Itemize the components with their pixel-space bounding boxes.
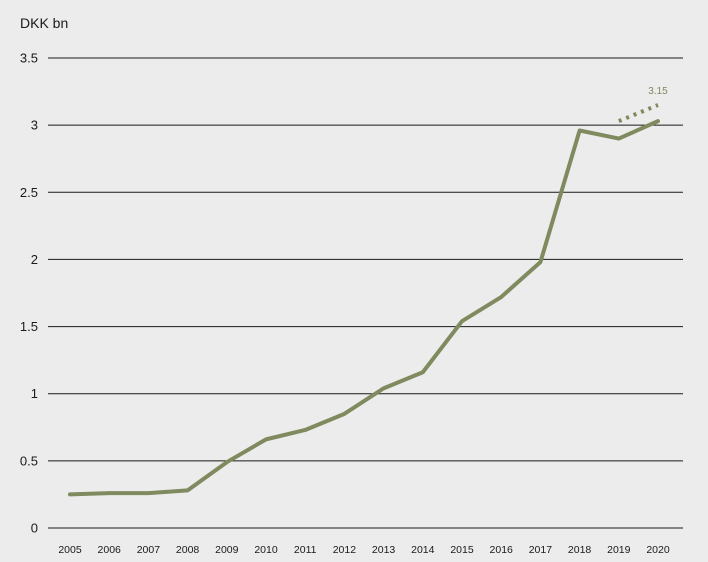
data-label-0: 3.15 <box>648 86 668 97</box>
x-tick-label: 2007 <box>137 544 161 556</box>
y-tick-label: 1 <box>31 386 38 401</box>
series-lines <box>68 103 660 497</box>
x-tick-label: 2020 <box>646 544 670 556</box>
y-tick-label: 0 <box>31 521 38 536</box>
y-axis-unit-label: DKK bn <box>20 15 68 31</box>
x-tick-label: 2014 <box>411 544 435 556</box>
y-tick-label: 3 <box>31 118 38 133</box>
y-tick-label: 3.5 <box>20 51 38 66</box>
x-tick-label: 2005 <box>58 544 82 556</box>
x-tick-label: 2019 <box>607 544 631 556</box>
y-tick-label: 2.5 <box>20 185 38 200</box>
x-tick-labels: 2005 2006 2007 2008 2009 2010 2011 2012 2013 2014… <box>58 544 670 556</box>
x-tick-label: 2015 <box>450 544 474 556</box>
annotations: 3.15 <box>648 86 668 97</box>
x-tick-label: 2006 <box>98 544 122 556</box>
series-line-0 <box>68 119 660 497</box>
y-tick-label: 1.5 <box>20 319 38 334</box>
y-tick-label: 2 <box>31 252 38 267</box>
x-tick-label: 2011 <box>294 544 317 556</box>
x-tick-label: 2009 <box>215 544 239 556</box>
y-tick-label: 0.5 <box>20 453 38 468</box>
projection-line-0 <box>618 103 659 123</box>
x-tick-label: 2013 <box>372 544 396 556</box>
x-tick-label: 2017 <box>529 544 553 556</box>
x-tick-label: 2008 <box>176 544 200 556</box>
x-tick-label: 2016 <box>490 544 514 556</box>
x-tick-label: 2012 <box>333 544 357 556</box>
y-tick-labels: 0 0.5 1 1.5 2 2.5 3 3.5 <box>20 51 38 536</box>
x-tick-label: 2010 <box>254 544 278 556</box>
x-tick-label: 2018 <box>568 544 592 556</box>
gridlines <box>48 57 683 529</box>
